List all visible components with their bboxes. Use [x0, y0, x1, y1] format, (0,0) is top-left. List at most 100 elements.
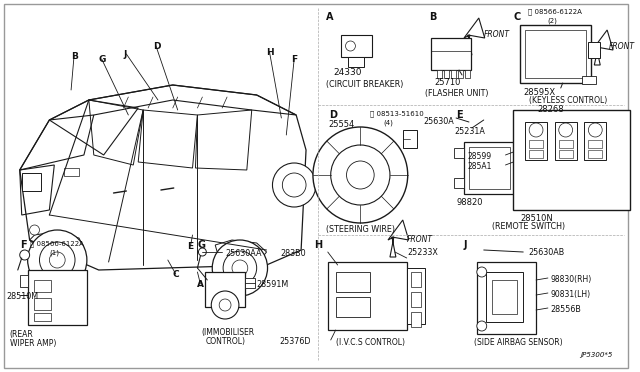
Text: B: B: [71, 52, 78, 61]
Text: E: E: [188, 242, 194, 251]
Text: 25376D: 25376D: [280, 337, 311, 346]
Text: (REMOTE SWITCH): (REMOTE SWITCH): [492, 222, 564, 231]
Text: 28510M: 28510M: [6, 292, 38, 301]
Circle shape: [588, 123, 602, 137]
Bar: [437, 70, 442, 78]
Circle shape: [477, 321, 486, 331]
Text: E: E: [456, 110, 463, 120]
Text: CONTROL): CONTROL): [205, 337, 245, 346]
Bar: [407, 268, 424, 324]
Bar: [529, 150, 543, 158]
Bar: [584, 122, 606, 160]
Text: Ⓢ 08513-51610: Ⓢ 08513-51610: [370, 110, 424, 116]
Circle shape: [346, 161, 374, 189]
Bar: [464, 142, 515, 194]
Text: 28510N: 28510N: [521, 214, 554, 223]
Circle shape: [273, 163, 316, 207]
Text: 25630A: 25630A: [424, 117, 454, 126]
Bar: [411, 272, 420, 287]
Bar: [22, 173, 42, 191]
Text: (FLASHER UNIT): (FLASHER UNIT): [424, 89, 488, 98]
Bar: [588, 42, 600, 58]
Polygon shape: [593, 30, 613, 65]
Bar: [411, 292, 420, 307]
Bar: [20, 275, 28, 287]
Circle shape: [211, 291, 239, 319]
Bar: [525, 122, 547, 160]
Text: 25630AB: 25630AB: [528, 248, 564, 257]
Text: 28595X: 28595X: [524, 88, 556, 97]
Bar: [33, 280, 51, 292]
Text: 25231A: 25231A: [454, 127, 485, 136]
Text: J: J: [124, 50, 127, 59]
Circle shape: [28, 230, 87, 290]
Text: D: D: [153, 42, 161, 51]
Circle shape: [198, 248, 206, 256]
Text: H: H: [314, 240, 322, 250]
Text: 24330: 24330: [333, 68, 362, 77]
Bar: [465, 70, 470, 78]
Text: 25233X: 25233X: [408, 248, 438, 257]
Text: 28268: 28268: [537, 105, 564, 114]
Bar: [525, 30, 586, 78]
Circle shape: [40, 242, 75, 278]
Text: G: G: [198, 240, 205, 250]
Text: F: F: [20, 240, 26, 250]
Text: (REAR: (REAR: [10, 330, 34, 339]
Bar: [477, 262, 536, 334]
Bar: [245, 278, 255, 288]
Text: FRONT: FRONT: [407, 235, 433, 244]
Text: 28591M: 28591M: [257, 280, 289, 289]
Bar: [33, 313, 51, 321]
Text: (KEYLESS CONTROL): (KEYLESS CONTROL): [529, 96, 607, 105]
Text: 25554: 25554: [329, 120, 355, 129]
Text: 25630AA: 25630AA: [225, 249, 262, 258]
Text: H: H: [266, 48, 274, 57]
Text: A: A: [198, 280, 204, 289]
Circle shape: [313, 127, 408, 223]
Bar: [205, 272, 245, 307]
Circle shape: [49, 252, 65, 268]
Bar: [349, 57, 364, 67]
Bar: [469, 147, 510, 189]
Circle shape: [346, 41, 355, 51]
Circle shape: [331, 145, 390, 205]
Text: 28556B: 28556B: [551, 305, 582, 314]
Bar: [403, 130, 417, 148]
Bar: [458, 70, 463, 78]
Bar: [520, 25, 591, 83]
Text: (STEERING WIRE): (STEERING WIRE): [326, 225, 395, 234]
Text: J: J: [464, 240, 467, 250]
Text: D: D: [329, 110, 337, 120]
Circle shape: [282, 173, 306, 197]
Bar: [28, 270, 87, 325]
Text: (CIRCUIT BREAKER): (CIRCUIT BREAKER): [326, 80, 403, 89]
Text: (2): (2): [547, 17, 557, 23]
Text: JP5300*5: JP5300*5: [580, 352, 612, 358]
Text: A: A: [326, 12, 333, 22]
Bar: [559, 150, 573, 158]
Text: (SIDE AIRBAG SENSOR): (SIDE AIRBAG SENSOR): [474, 338, 563, 347]
Text: (I.V.C.S CONTROL): (I.V.C.S CONTROL): [335, 338, 404, 347]
Circle shape: [477, 267, 486, 277]
Circle shape: [219, 299, 231, 311]
Text: 98820: 98820: [456, 198, 483, 207]
Bar: [340, 35, 372, 57]
Bar: [64, 168, 79, 176]
Circle shape: [223, 251, 257, 285]
Circle shape: [212, 240, 268, 296]
Text: Ⓢ 08566-6122A: Ⓢ 08566-6122A: [29, 240, 83, 247]
Bar: [33, 298, 51, 310]
Text: (1): (1): [49, 249, 60, 256]
Bar: [454, 178, 464, 188]
Text: 25710: 25710: [435, 78, 461, 87]
Bar: [431, 38, 471, 70]
Text: FRONT: FRONT: [484, 30, 509, 39]
Bar: [444, 70, 449, 78]
Bar: [335, 272, 370, 292]
Bar: [582, 76, 596, 84]
Bar: [411, 312, 420, 327]
Text: WIPER AMP): WIPER AMP): [10, 339, 56, 348]
Circle shape: [20, 250, 29, 260]
Circle shape: [559, 123, 573, 137]
